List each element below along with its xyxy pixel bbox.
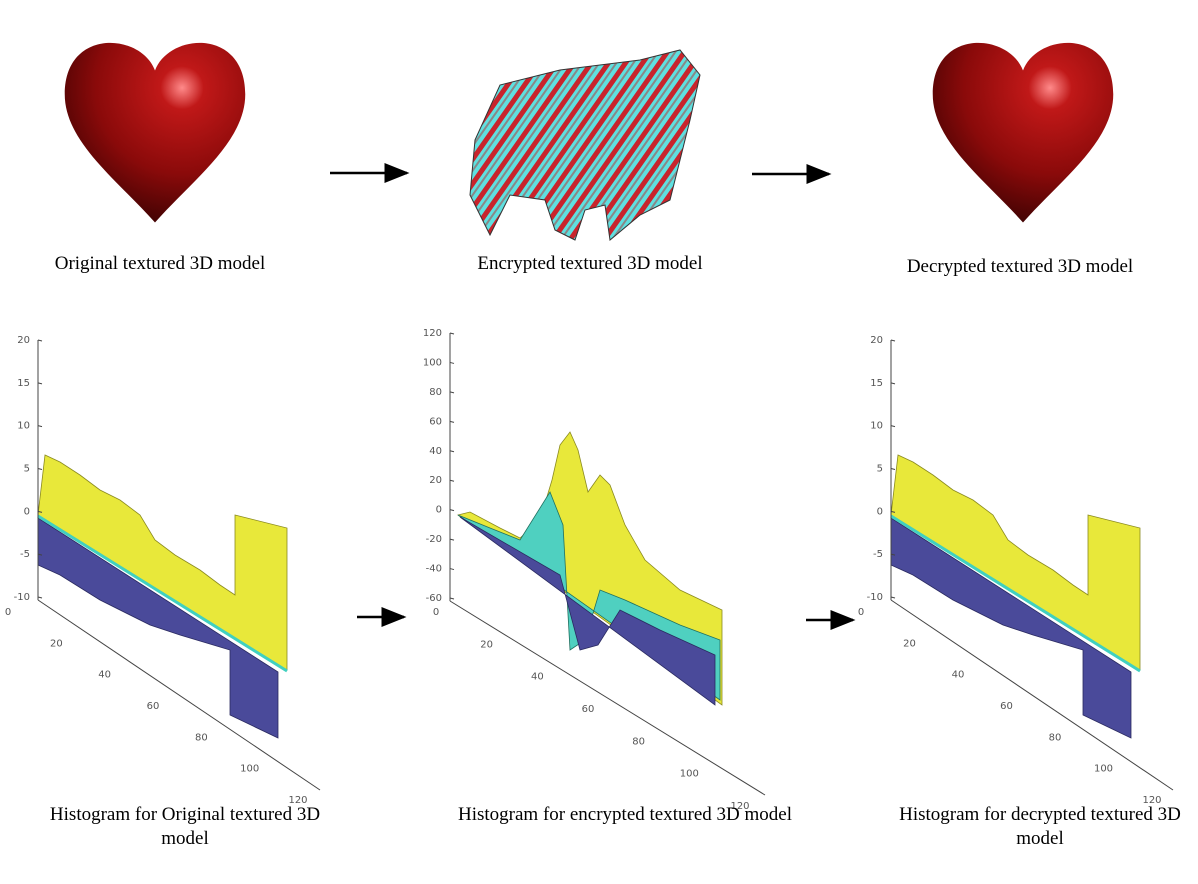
y-tick — [890, 596, 896, 599]
y-tick-label: 60 — [429, 416, 442, 427]
y-tick — [37, 339, 43, 342]
x-tick-label: 100 — [680, 769, 699, 780]
y-tick — [890, 510, 896, 513]
x-tick-label: 20 — [50, 638, 63, 649]
model-caption: Decrypted textured 3D model — [906, 256, 1134, 277]
x-tick-label: 20 — [480, 639, 493, 650]
y-tick — [449, 391, 455, 394]
y-tick — [890, 382, 896, 385]
y-tick-label: 15 — [17, 378, 30, 389]
y-tick — [449, 479, 455, 482]
y-tick — [449, 568, 455, 571]
histogram-caption: Histogram for decrypted textured 3D mode… — [899, 804, 1181, 849]
y-tick-label: 80 — [429, 387, 442, 398]
y-tick — [449, 450, 455, 453]
y-tick-label: 15 — [870, 378, 883, 389]
y-tick-label: 5 — [877, 464, 883, 475]
y-tick — [449, 361, 455, 364]
y-tick-label: -20 — [426, 534, 442, 545]
model-caption: Original textured 3D model — [54, 253, 266, 274]
encrypted-model — [469, 49, 701, 241]
y-tick-label: 20 — [17, 335, 30, 346]
histogram-bars — [457, 431, 723, 706]
x-tick-label: 80 — [1049, 732, 1062, 743]
y-tick-label: 20 — [429, 475, 442, 486]
y-tick-label: -5 — [20, 549, 30, 560]
histogram-caption: Histogram for encrypted textured 3D mode… — [458, 804, 792, 825]
x-tick-label: 40 — [952, 670, 965, 681]
x-tick-label: 0 — [858, 607, 864, 618]
x-tick-label: 20 — [903, 638, 916, 649]
y-tick — [449, 509, 455, 512]
y-tick-label: -10 — [14, 592, 30, 603]
y-tick-label: 5 — [24, 464, 30, 475]
y-tick — [37, 468, 43, 470]
y-tick — [449, 420, 455, 423]
model-caption: Encrypted textured 3D model — [477, 253, 703, 274]
y-tick-label: 0 — [436, 505, 442, 516]
x-tick-label: 40 — [531, 672, 544, 683]
arrows — [330, 163, 856, 630]
histogram-bars — [889, 453, 1142, 740]
x-axis — [37, 599, 321, 791]
y-tick-label: 100 — [423, 357, 442, 368]
heart-original — [64, 42, 246, 223]
y-tick-label: 10 — [870, 421, 883, 432]
y-tick-label: 120 — [423, 328, 442, 339]
x-tick-label: 60 — [582, 704, 595, 715]
y-tick — [37, 382, 43, 385]
y-tick-label: 0 — [24, 506, 30, 517]
heart-decrypted — [932, 42, 1114, 223]
histogram-bars — [37, 454, 288, 739]
y-tick-label: -40 — [426, 564, 442, 575]
x-tick-label: 100 — [1094, 764, 1113, 775]
x-tick-label: 80 — [632, 736, 645, 747]
x-tick-label: 0 — [433, 607, 439, 618]
y-tick — [37, 596, 43, 599]
y-tick-label: -10 — [867, 592, 883, 603]
x-axis — [449, 600, 766, 796]
y-tick-label: 10 — [17, 421, 30, 432]
y-tick-label: -5 — [873, 549, 883, 560]
x-tick-label: 40 — [98, 670, 111, 681]
x-tick-label: 120 — [288, 795, 307, 806]
y-tick-label: 20 — [870, 335, 883, 346]
y-tick — [37, 553, 43, 556]
y-tick — [890, 425, 896, 428]
y-tick — [890, 468, 896, 470]
y-tick — [449, 538, 455, 541]
x-tick-label: 80 — [195, 732, 208, 743]
y-tick — [449, 597, 455, 600]
x-tick-label: 0 — [5, 607, 11, 618]
y-tick-label: 0 — [877, 506, 883, 517]
y-tick — [890, 553, 896, 556]
x-tick-label: 120 — [730, 801, 749, 812]
y-tick-label: -60 — [426, 593, 442, 604]
x-tick-label: 60 — [147, 701, 160, 712]
axes: 20151050-5-10020406080100120120100806040… — [5, 328, 1174, 812]
y-tick — [37, 425, 43, 428]
x-tick-label: 120 — [1142, 795, 1161, 806]
y-tick-label: 40 — [429, 446, 442, 457]
x-tick-label: 60 — [1000, 701, 1013, 712]
y-tick — [449, 332, 455, 335]
histogram-caption: Histogram for Original textured 3D model — [49, 804, 321, 849]
x-tick-label: 100 — [240, 764, 259, 775]
y-tick — [37, 510, 43, 513]
y-tick — [890, 339, 896, 342]
x-axis — [890, 599, 1174, 791]
